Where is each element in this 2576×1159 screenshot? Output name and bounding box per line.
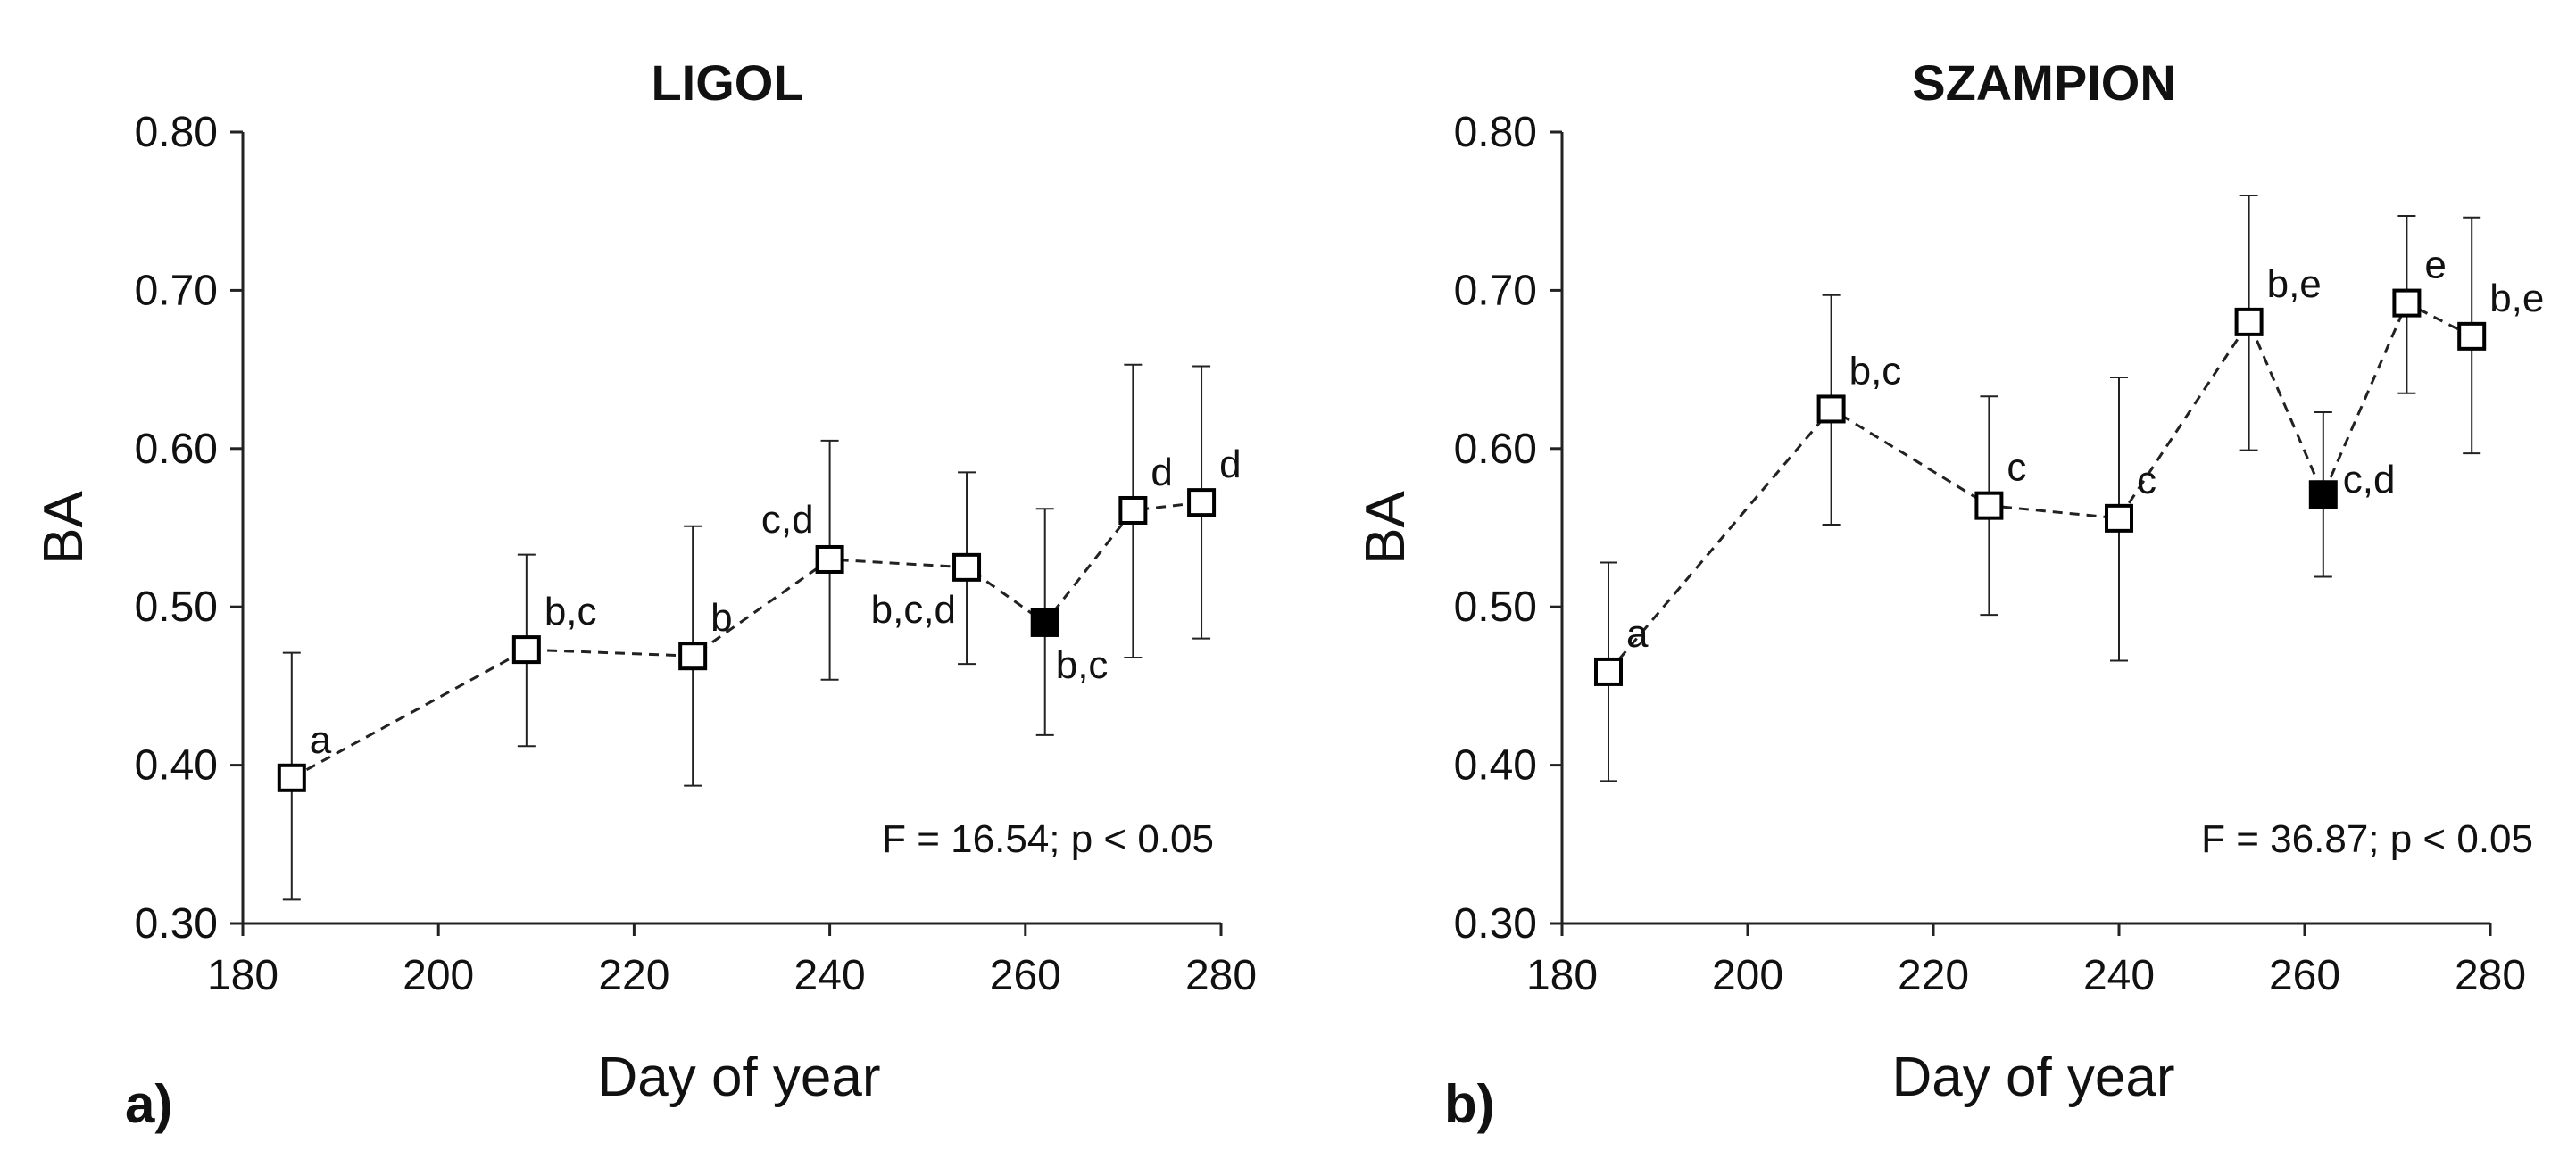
y-tick-label: 0.50 bbox=[135, 584, 218, 631]
x-tick-label: 180 bbox=[1526, 952, 1598, 999]
data-point bbox=[2392, 288, 2422, 318]
y-tick-label: 0.70 bbox=[135, 267, 218, 314]
x-tick-label: 180 bbox=[207, 952, 278, 999]
x-tick-label: 200 bbox=[1712, 952, 1783, 999]
panel-label: a) bbox=[125, 1074, 172, 1134]
chart-panel-szampion: SZAMPION 0.30 0.40 0.50 0.60 0.70 0.80 180 200 22… bbox=[1355, 54, 2544, 1134]
significance-label: d bbox=[1151, 451, 1172, 494]
significance-label: b,c bbox=[1849, 349, 1902, 393]
significance-label: b bbox=[710, 596, 732, 640]
significance-label: b,c bbox=[544, 590, 597, 633]
data-point bbox=[277, 763, 306, 792]
significance-label: c,d bbox=[2343, 458, 2396, 501]
y-axis-label: BA bbox=[1355, 491, 1417, 565]
x-axis-label: Day of year bbox=[1891, 1047, 2174, 1108]
x-tick-label: 260 bbox=[990, 952, 1061, 999]
data-point bbox=[678, 642, 708, 671]
significance-label: c,d bbox=[761, 498, 814, 542]
data-point bbox=[1594, 657, 1623, 686]
series-line bbox=[291, 501, 1202, 780]
y-tick-label: 0.60 bbox=[1454, 426, 1537, 473]
x-tick-label: 200 bbox=[403, 952, 474, 999]
y-tick-label: 0.80 bbox=[135, 109, 218, 156]
data-point bbox=[2105, 503, 2133, 533]
y-axis-label: BA bbox=[33, 491, 95, 565]
chart-title: LIGOL bbox=[651, 54, 803, 111]
data-point bbox=[1187, 488, 1217, 517]
y-tick-label: 0.40 bbox=[135, 742, 218, 790]
significance-label: c bbox=[2007, 446, 2026, 490]
stat-annotation: F = 36.87; p < 0.05 bbox=[2201, 817, 2533, 861]
data-point bbox=[511, 635, 541, 665]
x-tick-label: 240 bbox=[2083, 952, 2155, 999]
stat-annotation: F = 16.54; p < 0.05 bbox=[882, 817, 1214, 861]
y-tick-label: 0.80 bbox=[1454, 109, 1537, 156]
significance-label: b,c bbox=[1056, 643, 1109, 687]
chart-panel-ligol: LIGOL 0.30 0.40 0.50 0.60 0.70 0.80 180 200 220 24… bbox=[33, 54, 1257, 1134]
y-tick-label: 0.60 bbox=[135, 426, 218, 473]
significance-label: e bbox=[2424, 244, 2446, 287]
y-tick-label: 0.30 bbox=[1454, 900, 1537, 948]
data-point bbox=[1030, 608, 1059, 637]
x-tick-label: 260 bbox=[2269, 952, 2340, 999]
x-tick-label: 220 bbox=[598, 952, 669, 999]
x-tick-label: 240 bbox=[794, 952, 866, 999]
x-axis-label: Day of year bbox=[597, 1047, 880, 1108]
y-tick-label: 0.50 bbox=[1454, 584, 1537, 631]
y-tick-label: 0.40 bbox=[1454, 742, 1537, 790]
x-tick-label: 280 bbox=[2455, 952, 2526, 999]
data-point bbox=[1118, 495, 1148, 525]
series-line bbox=[1607, 301, 2472, 673]
data-point bbox=[1974, 491, 2004, 520]
significance-label: a bbox=[1626, 612, 1649, 656]
significance-label: a bbox=[310, 718, 332, 762]
significance-label: b,c,d bbox=[871, 588, 956, 632]
significance-label: b,e bbox=[2489, 277, 2544, 320]
y-tick-label: 0.30 bbox=[135, 900, 218, 948]
data-point bbox=[2308, 480, 2338, 509]
data-point bbox=[2234, 307, 2264, 336]
x-tick-label: 280 bbox=[1185, 952, 1257, 999]
chart-title: SZAMPION bbox=[1912, 54, 2176, 111]
x-tick-label: 220 bbox=[1898, 952, 1969, 999]
significance-label: d bbox=[1219, 443, 1241, 486]
y-tick-label: 0.70 bbox=[1454, 267, 1537, 314]
significance-label: b,e bbox=[2267, 262, 2322, 306]
data-point bbox=[1816, 394, 1846, 424]
data-point bbox=[815, 544, 844, 574]
data-point bbox=[952, 552, 982, 582]
significance-label: c bbox=[2137, 459, 2156, 502]
panel-label: b) bbox=[1444, 1074, 1495, 1134]
data-point bbox=[2457, 321, 2487, 351]
